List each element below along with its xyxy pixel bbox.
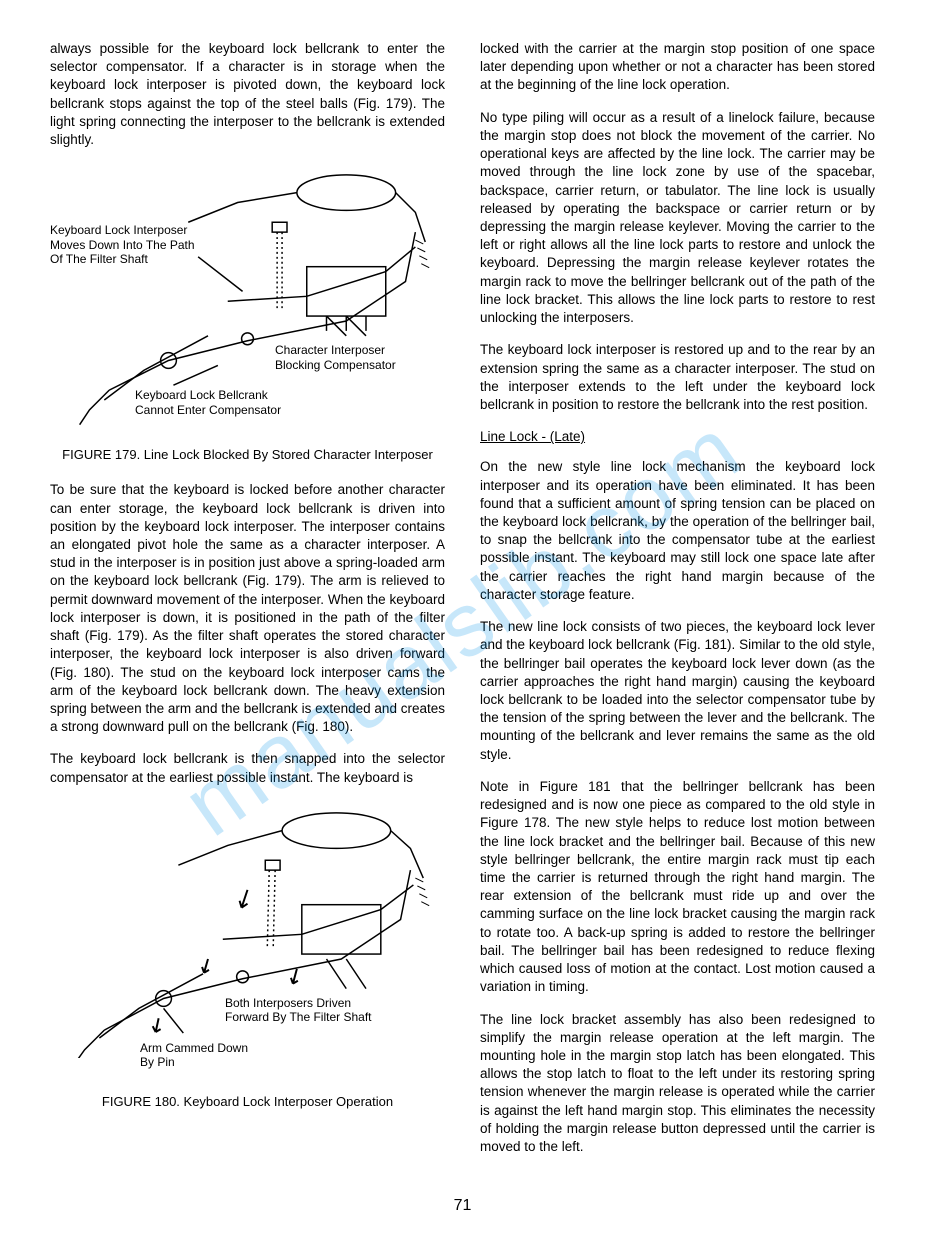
fig179-label2: Character Interposer Blocking Compensato… [275,343,425,372]
para: always possible for the keyboard lock be… [50,40,445,149]
para: On the new style line lock mechanism the… [480,458,875,604]
para: locked with the carrier at the margin st… [480,40,875,95]
para: The keyboard lock bellcrank is then snap… [50,750,445,786]
para: The new line lock consists of two pieces… [480,618,875,764]
para: No type piling will occur as a result of… [480,109,875,328]
right-column: locked with the carrier at the margin st… [480,40,875,1170]
para: The keyboard lock interposer is restored… [480,341,875,414]
page-number: 71 [50,1195,875,1217]
two-column-layout: always possible for the keyboard lock be… [50,40,875,1170]
fig180-label1: Both Interposers Driven Forward By The F… [225,996,395,1025]
para: To be sure that the keyboard is locked b… [50,481,445,736]
fig180-label2: Arm Cammed Down By Pin [140,1041,250,1070]
para: The line lock bracket assembly has also … [480,1011,875,1157]
fig179-label1: Keyboard Lock Interposer Moves Down Into… [50,223,200,266]
figure-180: Both Interposers Driven Forward By The F… [50,801,445,1111]
fig179-label3: Keyboard Lock Bellcrank Cannot Enter Com… [135,388,305,417]
fig180-caption: FIGURE 180. Keyboard Lock Interposer Ope… [50,1093,445,1111]
left-column: always possible for the keyboard lock be… [50,40,445,1170]
figure-179: Keyboard Lock Interposer Moves Down Into… [50,163,445,463]
fig179-caption: FIGURE 179. Line Lock Blocked By Stored … [50,446,445,464]
section-heading: Line Lock - (Late) [480,428,875,446]
para: Note in Figure 181 that the bellringer b… [480,778,875,997]
